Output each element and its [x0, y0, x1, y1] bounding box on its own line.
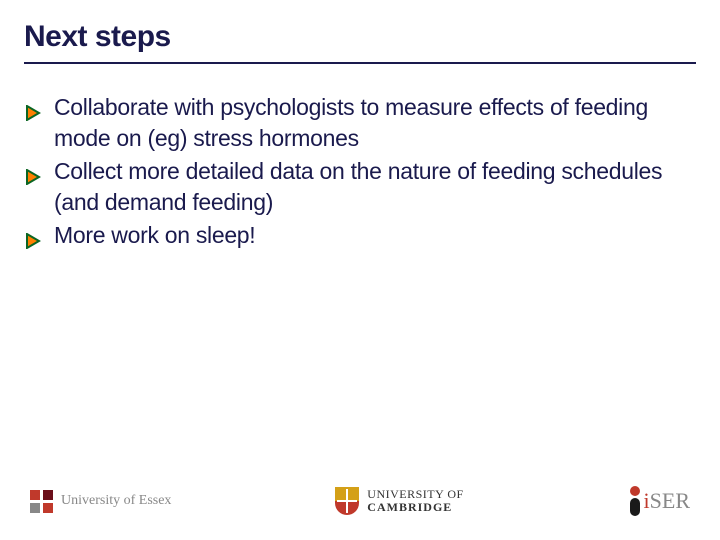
cambridge-logo: UNIVERSITY OF CAMBRIDGE [335, 487, 463, 515]
essex-square [30, 490, 40, 500]
cambridge-shield-icon [335, 487, 359, 515]
triangle-bullet-icon [26, 98, 42, 129]
essex-logo-text: University of Essex [61, 493, 171, 509]
essex-square [30, 503, 40, 513]
bullet-item: More work on sleep! [54, 220, 696, 251]
bullet-text: Collaborate with psychologists to measur… [54, 94, 648, 151]
title-underline [24, 62, 696, 64]
bullet-text: Collect more detailed data on the nature… [54, 158, 662, 215]
bullet-item: Collect more detailed data on the nature… [54, 156, 696, 218]
bullet-list: Collaborate with psychologists to measur… [24, 92, 696, 251]
cambridge-line2: CAMBRIDGE [367, 501, 463, 514]
essex-square [43, 490, 53, 500]
iser-figure-icon [628, 486, 642, 516]
slide: Next steps Collaborate with psychologist… [0, 0, 720, 540]
bullet-item: Collaborate with psychologists to measur… [54, 92, 696, 154]
footer-logos: University of Essex UNIVERSITY OF CAMBRI… [0, 476, 720, 526]
iser-logo-text: iSER [644, 488, 690, 514]
essex-square [43, 503, 53, 513]
slide-title: Next steps [24, 20, 696, 54]
iser-logo: iSER [628, 486, 690, 516]
bullet-text: More work on sleep! [54, 222, 255, 248]
cambridge-logo-text: UNIVERSITY OF CAMBRIDGE [367, 488, 463, 513]
triangle-bullet-icon [26, 226, 42, 257]
triangle-bullet-icon [26, 162, 42, 193]
essex-logo: University of Essex [30, 490, 171, 513]
essex-squares-icon [30, 490, 53, 513]
